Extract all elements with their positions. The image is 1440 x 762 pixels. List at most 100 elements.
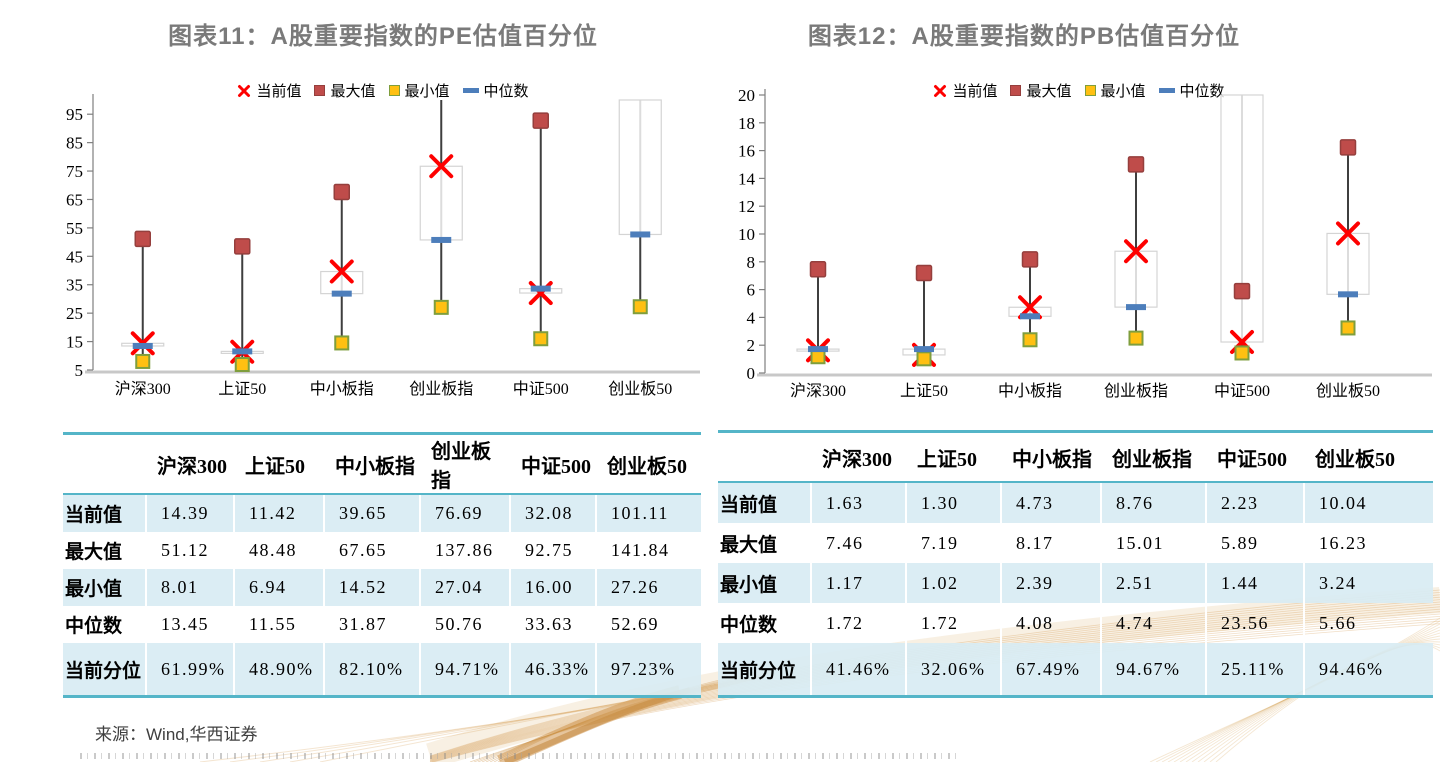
table-cell: 27.26	[595, 569, 701, 606]
table-cell: 4.08	[1000, 603, 1100, 643]
legend-item-median: 中位数	[1158, 80, 1225, 101]
column-header: 中证500	[1205, 433, 1303, 483]
legend-label-median: 中位数	[1179, 84, 1225, 100]
chart-title-pb: 图表12：A股重要指数的PB估值百分位	[807, 23, 1241, 50]
legend-item-min: 最小值	[388, 80, 450, 101]
min-value-marker	[632, 299, 648, 315]
current-value-marker	[329, 259, 354, 284]
table-cell: 101.11	[595, 495, 701, 532]
series-group-6	[618, 99, 662, 315]
y-tick-label: 18	[738, 114, 755, 133]
column-header: 沪深300	[145, 435, 233, 495]
pe-chart-plot: 5 15 25 35 45 55 65 75 85 95 沪深300 上证50 中小板指 创业板指 中证50…	[66, 94, 700, 398]
y-tick-label: 65	[66, 190, 83, 209]
series-group-5	[519, 112, 563, 347]
table-cell: 2.51	[1100, 563, 1205, 603]
table-cell: 137.86	[419, 532, 509, 569]
y-tick-label: 55	[66, 219, 83, 238]
header-row: 沪深300 上证50 中小板指 创业板指 中证500 创业板50	[63, 435, 701, 495]
max-value-marker	[532, 112, 549, 129]
valuation-table: 沪深300 上证50 中小板指 创业板指 中证500 创业板50 当前值 14.39 11.42…	[63, 432, 701, 698]
series-group-1	[121, 230, 165, 369]
max-square-icon	[1010, 85, 1022, 96]
column-header: 沪深300	[810, 433, 905, 483]
table-cell: 67.49%	[1000, 643, 1100, 695]
x-category-label: 中小板指	[998, 382, 1062, 400]
min-value-marker	[1340, 320, 1356, 336]
y-tick-label: 20	[738, 86, 755, 105]
table-cell: 4.74	[1100, 603, 1205, 643]
table-cell: 14.39	[145, 495, 233, 532]
chart-title-pe: 图表11：A股重要指数的PE估值百分位	[168, 23, 598, 50]
table-row: 中位数 1.72 1.72 4.08 4.74 23.56 5.66	[718, 603, 1433, 643]
table-cell: 15.01	[1100, 523, 1205, 563]
legend-item-median: 中位数	[462, 80, 529, 101]
row-label: 最大值	[720, 534, 778, 556]
table-cell: 41.46%	[810, 643, 905, 695]
legend-item-min: 最小值	[1084, 80, 1146, 101]
median-marker	[630, 231, 651, 238]
table-cell: 1.17	[810, 563, 905, 603]
x-category-label: 中证500	[1214, 382, 1270, 400]
legend-label-current: 当前值	[256, 84, 302, 100]
current-value-marker	[429, 154, 454, 179]
max-value-marker	[234, 238, 251, 255]
x-cross-icon	[934, 84, 947, 97]
table-row: 当前值 1.63 1.30 4.73 8.76 2.23 10.04	[718, 483, 1433, 523]
column-header: 中小板指	[1000, 433, 1100, 483]
table-cell: 76.69	[419, 495, 509, 532]
table-cell: 2.39	[1000, 563, 1100, 603]
table-cell: 14.52	[323, 569, 419, 606]
column-header: 上证50	[905, 433, 1000, 483]
x-category-label: 上证50	[218, 380, 266, 398]
table-cell: 7.19	[905, 523, 1000, 563]
legend-item-current: 当前值	[933, 80, 997, 101]
min-value-marker	[810, 349, 826, 365]
table-cell: 94.71%	[419, 643, 509, 695]
table-row: 最小值 1.17 1.02 2.39 2.51 1.44 3.24	[718, 563, 1433, 603]
table-cell: 1.63	[810, 483, 905, 523]
table-cell: 2.23	[1205, 483, 1303, 523]
legend-label-max: 最大值	[1026, 84, 1072, 100]
table-cell: 92.75	[509, 532, 595, 569]
open-close-box	[618, 99, 662, 236]
table-cell: 32.06%	[905, 643, 1000, 695]
min-square-icon	[1084, 85, 1096, 96]
pe-chart: 当前值 最大值 最小值 中位数 5 15 25 35 45 55 65 75 85 95 沪深300…	[63, 78, 703, 423]
table-cell: 11.42	[233, 495, 323, 532]
min-square-icon	[388, 85, 400, 96]
table-row: 当前分位 41.46% 32.06% 67.49% 94.67% 25.11% 94.46%	[718, 643, 1433, 695]
column-header: 中证500	[509, 435, 595, 495]
column-header: 创业板指	[419, 435, 509, 495]
table-cell: 10.04	[1303, 483, 1433, 523]
y-tick-label: 75	[66, 162, 83, 181]
figure-pe-valuation: 图表11：A股重要指数的PE估值百分位 当前值 最大值 最小值 中位数 5 15 2…	[63, 8, 703, 754]
x-category-label: 创业板50	[1316, 382, 1380, 400]
column-header: 创业板指	[1100, 433, 1205, 483]
y-tick-label: 16	[738, 142, 755, 161]
table-cell: 94.67%	[1100, 643, 1205, 695]
table-cell: 23.56	[1205, 603, 1303, 643]
table-cell: 1.44	[1205, 563, 1303, 603]
table-row: 最大值 51.12 48.48 67.65 137.86 92.75 141.84	[63, 532, 701, 569]
column-header: 上证50	[233, 435, 323, 495]
series-group-4	[1114, 156, 1158, 346]
table-cell: 141.84	[595, 532, 701, 569]
table-cell: 16.00	[509, 569, 595, 606]
median-marker	[232, 348, 253, 355]
table-cell: 1.72	[810, 603, 905, 643]
column-header: 创业板50	[595, 435, 701, 495]
wave-line	[319, 673, 771, 762]
median-marker	[530, 285, 551, 292]
source-note: 来源：Wind,华西证券	[95, 725, 258, 744]
row-label: 最大值	[65, 542, 123, 563]
max-value-marker	[915, 264, 933, 282]
table-cell: 5.66	[1303, 603, 1433, 643]
table-cell: 39.65	[323, 495, 419, 532]
table-row: 最大值 7.46 7.19 8.17 15.01 5.89 16.23	[718, 523, 1433, 563]
y-tick-label: 4	[747, 308, 756, 327]
column-header: 中小板指	[323, 435, 419, 495]
row-label: 当前分位	[718, 643, 810, 695]
max-value-marker	[1233, 282, 1251, 300]
